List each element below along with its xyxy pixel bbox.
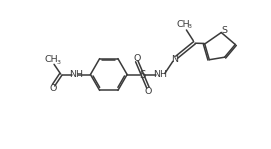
Text: O: O [50,84,57,93]
Text: NH: NH [153,70,167,79]
Text: CH: CH [176,20,190,29]
Text: S: S [139,69,146,80]
Text: NH: NH [69,70,83,79]
Text: O: O [144,87,152,96]
Text: N: N [171,55,178,64]
Text: CH: CH [45,55,58,64]
Text: S: S [221,26,227,35]
Text: 3: 3 [188,24,191,29]
Text: O: O [133,54,140,63]
Text: 3: 3 [57,60,61,65]
